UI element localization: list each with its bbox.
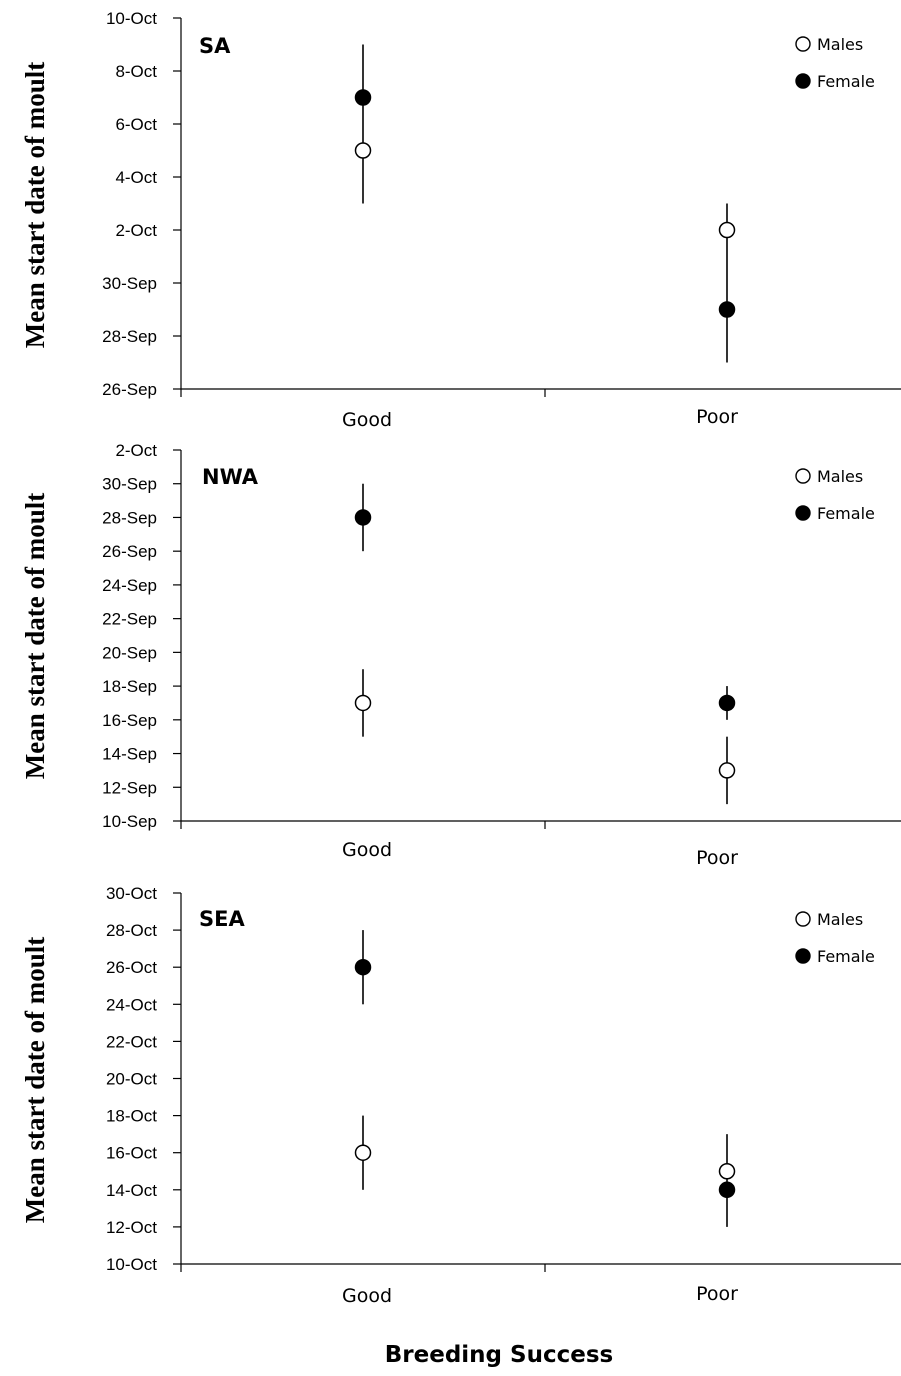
y-axis-title: Mean start date of moult bbox=[20, 493, 50, 779]
panel-label: SEA bbox=[199, 907, 245, 931]
legend-label: Female bbox=[817, 947, 875, 966]
y-tick-label: 10-Sep bbox=[102, 812, 157, 831]
y-tick-label: 18-Oct bbox=[106, 1107, 157, 1126]
y-tick-label: 20-Sep bbox=[102, 643, 157, 662]
x-tick-label: Good bbox=[342, 839, 392, 861]
legend-label: Males bbox=[817, 35, 863, 54]
legend-female-marker bbox=[795, 73, 811, 89]
legend-label: Female bbox=[817, 72, 875, 91]
panel-label: SA bbox=[199, 34, 231, 58]
y-tick-label: 26-Sep bbox=[102, 542, 157, 561]
y-tick-label: 12-Sep bbox=[102, 778, 157, 797]
x-tick-label: Poor bbox=[696, 1283, 738, 1305]
legend-female-marker bbox=[795, 948, 811, 964]
male-point bbox=[718, 762, 736, 779]
legend-male-marker bbox=[795, 911, 811, 927]
y-tick-label: 26-Sep bbox=[102, 380, 157, 399]
x-tick-label: Good bbox=[342, 1285, 392, 1307]
y-tick-label: 30-Sep bbox=[102, 475, 157, 494]
x-tick-label: Poor bbox=[696, 847, 738, 869]
female-point bbox=[354, 89, 372, 106]
y-tick-label: 26-Oct bbox=[106, 958, 157, 977]
male-point bbox=[354, 1144, 372, 1161]
y-tick-label: 2-Oct bbox=[115, 221, 157, 240]
y-tick-label: 8-Oct bbox=[115, 62, 157, 81]
y-tick-label: 24-Oct bbox=[106, 995, 157, 1014]
legend-label: Males bbox=[817, 910, 863, 929]
y-tick-label: 28-Oct bbox=[106, 921, 157, 940]
male-point bbox=[354, 694, 372, 712]
legend-male-marker bbox=[795, 36, 811, 52]
y-tick-label: 16-Oct bbox=[106, 1144, 157, 1163]
y-tick-label: 18-Sep bbox=[102, 677, 157, 696]
y-tick-label: 22-Oct bbox=[106, 1032, 157, 1051]
male-point bbox=[718, 1163, 736, 1180]
y-tick-label: 28-Sep bbox=[102, 327, 157, 346]
y-axis-title: Mean start date of moult bbox=[20, 937, 50, 1223]
y-tick-label: 24-Sep bbox=[102, 576, 157, 595]
x-tick-label: Poor bbox=[696, 406, 738, 428]
y-tick-label: 4-Oct bbox=[115, 168, 157, 187]
y-tick-label: 22-Sep bbox=[102, 610, 157, 629]
legend-female-marker bbox=[795, 505, 811, 521]
y-axis-title: Mean start date of moult bbox=[20, 62, 50, 348]
y-tick-label: 30-Oct bbox=[106, 884, 157, 903]
legend-label: Female bbox=[817, 504, 875, 523]
y-tick-label: 10-Oct bbox=[106, 9, 157, 28]
male-point bbox=[354, 142, 372, 159]
legend-male-marker bbox=[795, 468, 811, 484]
female-point bbox=[718, 694, 736, 712]
y-tick-label: 14-Sep bbox=[102, 745, 157, 764]
y-tick-label: 14-Oct bbox=[106, 1181, 157, 1200]
y-tick-label: 2-Oct bbox=[115, 441, 157, 460]
legend-label: Males bbox=[817, 467, 863, 486]
y-tick-label: 20-Oct bbox=[106, 1070, 157, 1089]
y-tick-label: 30-Sep bbox=[102, 274, 157, 293]
x-axis-title: Breeding Success bbox=[385, 1342, 613, 1368]
female-point bbox=[354, 509, 372, 526]
panel-label: NWA bbox=[202, 465, 259, 489]
y-tick-label: 12-Oct bbox=[106, 1218, 157, 1237]
x-tick-label: Good bbox=[342, 409, 392, 431]
male-point bbox=[718, 221, 736, 239]
y-tick-label: 16-Sep bbox=[102, 711, 157, 730]
female-point bbox=[354, 958, 372, 976]
female-point bbox=[718, 1181, 736, 1199]
female-point bbox=[718, 301, 736, 318]
y-tick-label: 28-Sep bbox=[102, 508, 157, 527]
y-tick-label: 6-Oct bbox=[115, 115, 157, 134]
y-tick-label: 10-Oct bbox=[106, 1255, 157, 1274]
